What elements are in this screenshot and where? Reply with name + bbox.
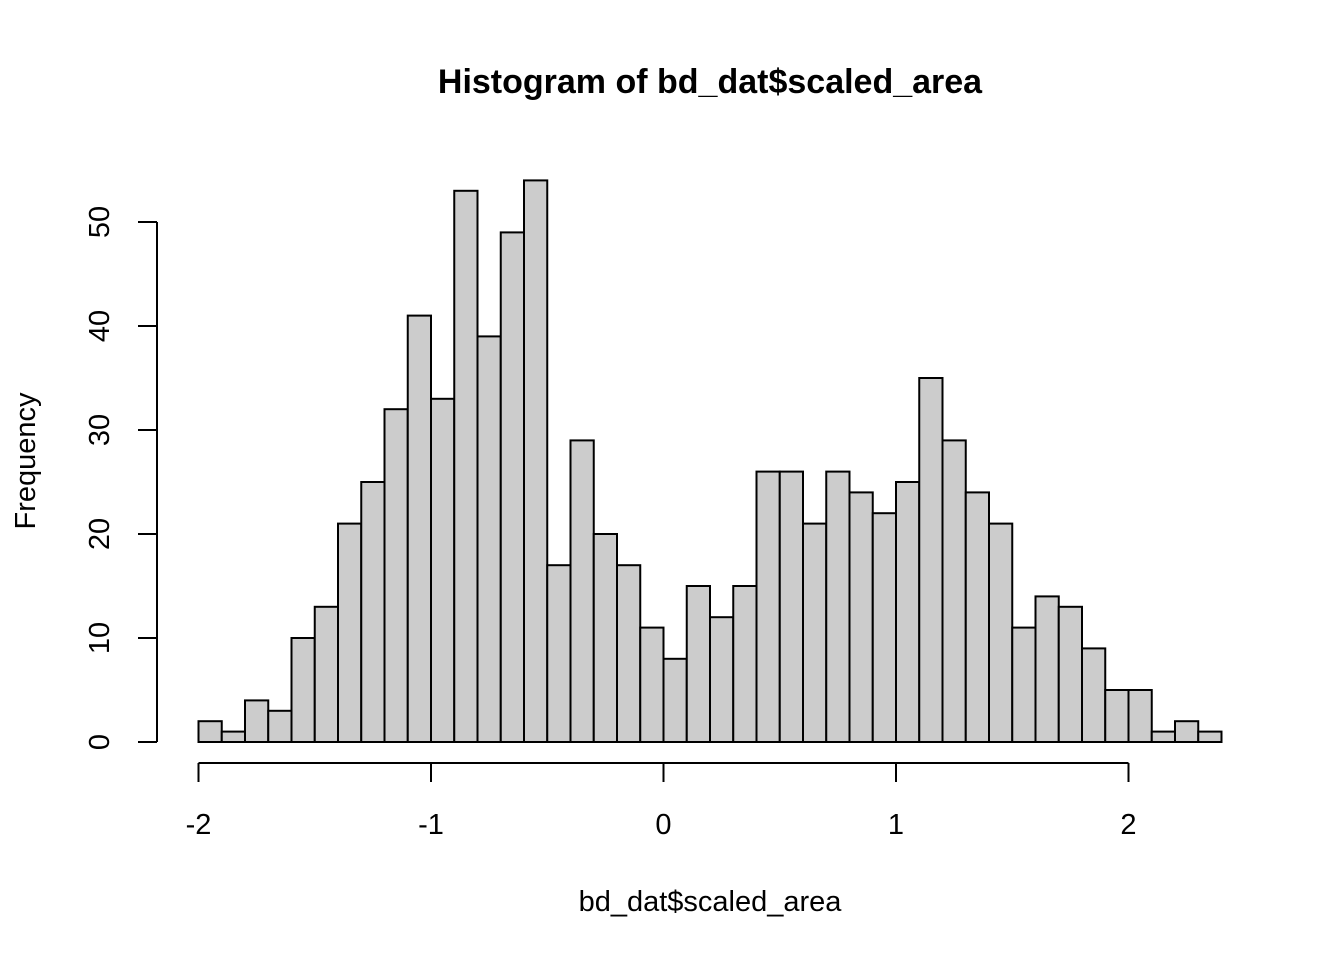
histogram-bar [406, 314, 432, 743]
histogram-bar [569, 439, 595, 743]
y-axis: 0 10 20 30 40 50 [84, 206, 158, 750]
x-tick-label: 0 [655, 809, 671, 841]
histogram-bar [802, 522, 828, 743]
histogram-bar [476, 335, 502, 743]
histogram-bar [755, 470, 781, 743]
x-tick-label: -2 [186, 809, 212, 841]
histogram-bar [499, 231, 525, 743]
histogram-bar [709, 616, 735, 744]
histogram-bar [360, 481, 386, 743]
histogram-bar [964, 491, 990, 743]
histogram-bar [895, 481, 921, 743]
histogram-bar [220, 730, 246, 743]
y-tick-label: 50 [84, 206, 116, 238]
histogram-bar [1104, 689, 1130, 743]
histogram-bar [732, 585, 758, 743]
histogram-bar [1011, 626, 1037, 743]
y-tick-label: 20 [84, 518, 116, 550]
x-axis-label: bd_dat$scaled_area [579, 886, 843, 918]
y-tick-label: 0 [84, 734, 116, 750]
histogram-bar [337, 522, 363, 743]
histogram-bar [778, 470, 804, 743]
histogram-bar [290, 637, 316, 743]
histogram-bar [453, 189, 479, 744]
histogram-bar [267, 709, 293, 743]
histogram-bar [1150, 730, 1176, 743]
histogram-bar [941, 439, 967, 743]
histogram-bar [546, 564, 572, 744]
histogram-bar [1174, 720, 1200, 744]
y-axis-label: Frequency [10, 392, 42, 530]
histogram-bar [1057, 605, 1083, 743]
histogram-bar [1034, 595, 1060, 744]
x-axis: -2 -1 0 1 2 [186, 762, 1137, 841]
x-tick-label: 2 [1120, 809, 1136, 841]
histogram-bar [244, 699, 270, 744]
histogram-bar [639, 626, 665, 743]
y-tick-label: 10 [84, 622, 116, 654]
histogram-bar [871, 512, 897, 744]
chart-title: Histogram of bd_dat$scaled_area [438, 63, 983, 101]
histogram-bar [825, 470, 851, 743]
histogram-bar [1197, 730, 1223, 743]
histogram-bar [848, 491, 874, 743]
histogram-bar [523, 179, 549, 743]
histogram-bar [313, 605, 339, 743]
histogram-bar [662, 657, 688, 743]
histogram-bar [1081, 647, 1107, 744]
histogram-bar [592, 533, 618, 743]
histogram-bar [988, 522, 1014, 743]
y-tick-label: 40 [84, 310, 116, 342]
histogram-bar [197, 720, 223, 744]
histogram-bar [918, 377, 944, 743]
histogram-bar [430, 397, 456, 743]
histogram-bar [1127, 689, 1153, 743]
histogram-bar [685, 585, 711, 743]
x-tick-label: 1 [888, 809, 904, 841]
histogram-bar [616, 564, 642, 744]
histogram-bar [383, 408, 409, 743]
bars-group [197, 179, 1223, 744]
x-tick-label: -1 [418, 809, 444, 841]
y-tick-label: 30 [84, 414, 116, 446]
